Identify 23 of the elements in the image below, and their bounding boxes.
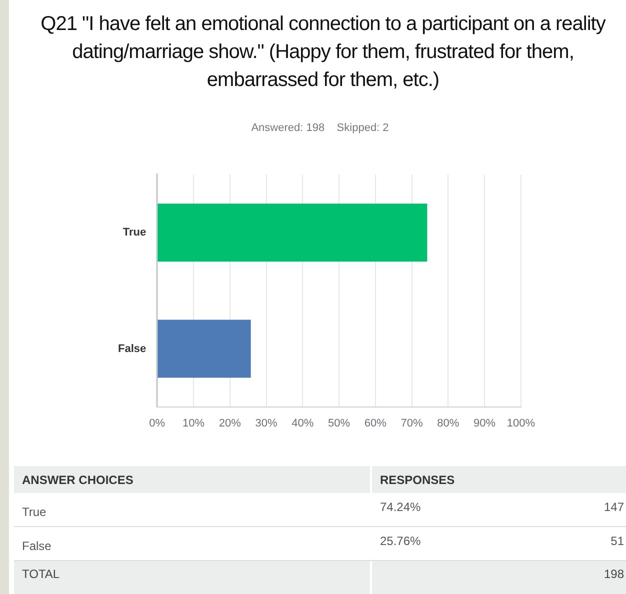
- text: 74.24%: [380, 500, 421, 514]
- x-tick-label: 30%: [255, 417, 278, 430]
- text: 198: [604, 567, 624, 581]
- x-tick-label: 60%: [364, 417, 387, 430]
- text: TOTAL: [22, 567, 60, 581]
- x-tick-label: 40%: [292, 417, 314, 430]
- x-tick-label: 80%: [437, 417, 460, 430]
- x-tick-label: 50%: [328, 417, 350, 430]
- category-label: True: [22, 505, 46, 519]
- category-label: False: [22, 539, 52, 553]
- text: 51: [610, 534, 624, 548]
- chart-subtitle: Answered: 198 Skipped: 2: [250, 122, 390, 134]
- text: RESPONSES: [380, 473, 455, 487]
- text: ANSWER CHOICES: [22, 473, 134, 487]
- text: 147: [604, 500, 624, 514]
- x-tick-label: 100%: [506, 417, 536, 430]
- x-tick-label: 70%: [400, 417, 424, 430]
- x-tick-label: 0%: [149, 417, 166, 430]
- x-tick-label: 20%: [218, 417, 242, 430]
- text: 25.76%: [380, 534, 421, 548]
- x-tick-label: 90%: [474, 417, 496, 430]
- chart-title: Q21 "I have felt an emotional connection to a participant on a reality dating/marriage show." (Happy for them, frustrated for them, embarrassed for them, etc.): [40, 12, 607, 93]
- x-tick-label: 10%: [182, 417, 205, 430]
